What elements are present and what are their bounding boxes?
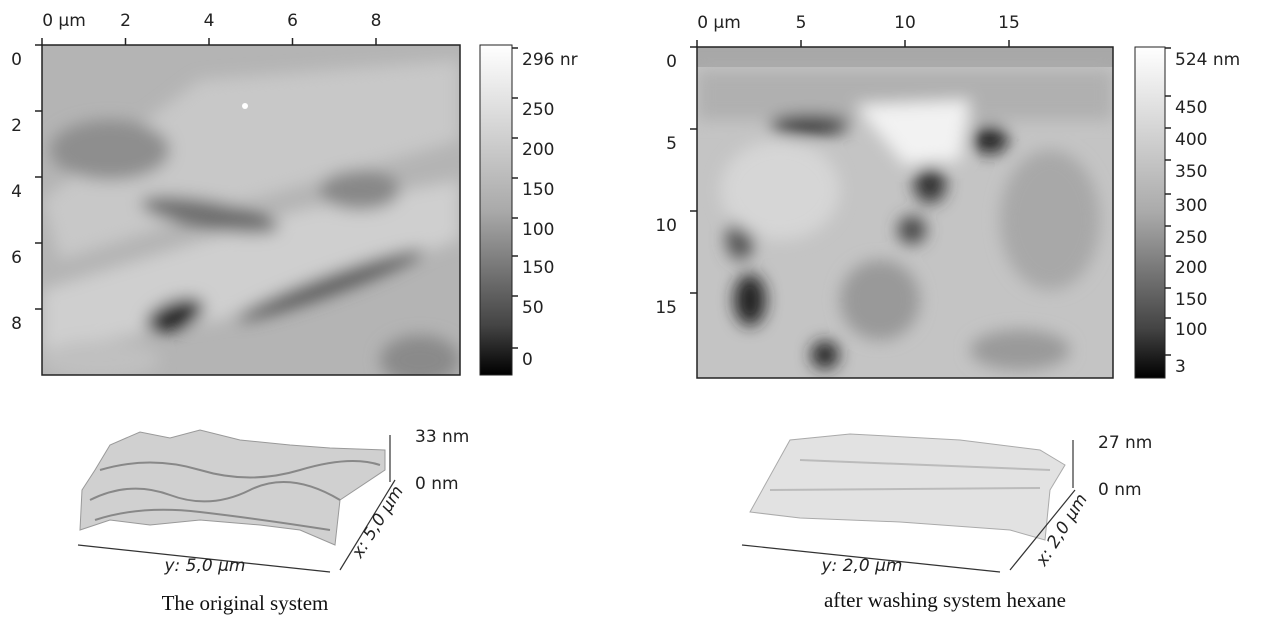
colorbar-label: 200 <box>522 140 554 160</box>
colorbar-label: 296 nr <box>522 50 578 70</box>
x-tick-label: 2 <box>120 11 131 31</box>
surface-top-label: 33 nm <box>415 427 469 447</box>
x-tick-label: 6 <box>287 11 298 31</box>
x-tick-label: 0 µm <box>697 13 741 33</box>
y-tick-label: 6 <box>11 248 22 268</box>
x-tick-label: 5 <box>796 13 807 33</box>
y-tick-label: 15 <box>655 298 677 318</box>
colorbar-label: 100 <box>1175 320 1207 340</box>
x-tick-label: 0 µm <box>42 11 86 31</box>
colorbar-label: 150 <box>522 258 554 278</box>
surface-y-label: y: 5,0 µm <box>163 556 245 576</box>
colorbar-label: 200 <box>1175 258 1207 278</box>
surface-bottom-label: 0 nm <box>1098 480 1142 500</box>
y-tick-label: 8 <box>11 314 22 334</box>
surface-3d <box>77 429 396 573</box>
colorbar-label: 3 <box>1175 357 1186 377</box>
y-tick-label: 10 <box>655 216 677 236</box>
y-tick-label: 0 <box>666 52 677 72</box>
colorbar-label: 150 <box>1175 290 1207 310</box>
caption: after washing system hexane <box>824 588 1066 612</box>
colorbar-label: 300 <box>1175 196 1207 216</box>
y-tick-label: 2 <box>11 116 22 136</box>
colorbar-label: 100 <box>522 220 554 240</box>
y-tick-label: 0 <box>11 50 22 70</box>
surface-top-label: 27 nm <box>1098 433 1152 453</box>
x-tick-label: 10 <box>894 13 916 33</box>
surface-x-label: x: 5,0 µm <box>348 482 408 562</box>
surface-3d <box>741 433 1076 573</box>
colorbar-label: 50 <box>522 298 544 318</box>
colorbar-label: 450 <box>1175 98 1207 118</box>
y-tick-label: 4 <box>11 182 22 202</box>
x-tick-label: 4 <box>204 11 215 31</box>
colorbar-label: 524 nm <box>1175 50 1240 70</box>
x-tick-label: 15 <box>998 13 1020 33</box>
surface-y-label: y: 2,0 µm <box>820 556 902 576</box>
y-tick-label: 5 <box>666 134 677 154</box>
colorbar-label: 350 <box>1175 162 1207 182</box>
surface-bottom-label: 0 nm <box>415 474 459 494</box>
colorbar-label: 400 <box>1175 130 1207 150</box>
colorbar-label: 0 <box>522 350 533 370</box>
afm-image <box>42 45 460 375</box>
colorbar-label: 250 <box>522 100 554 120</box>
afm-image <box>697 47 1113 378</box>
colorbar-label: 150 <box>522 180 554 200</box>
caption: The original system <box>162 591 329 615</box>
x-tick-label: 8 <box>371 11 382 31</box>
colorbar-label: 250 <box>1175 228 1207 248</box>
